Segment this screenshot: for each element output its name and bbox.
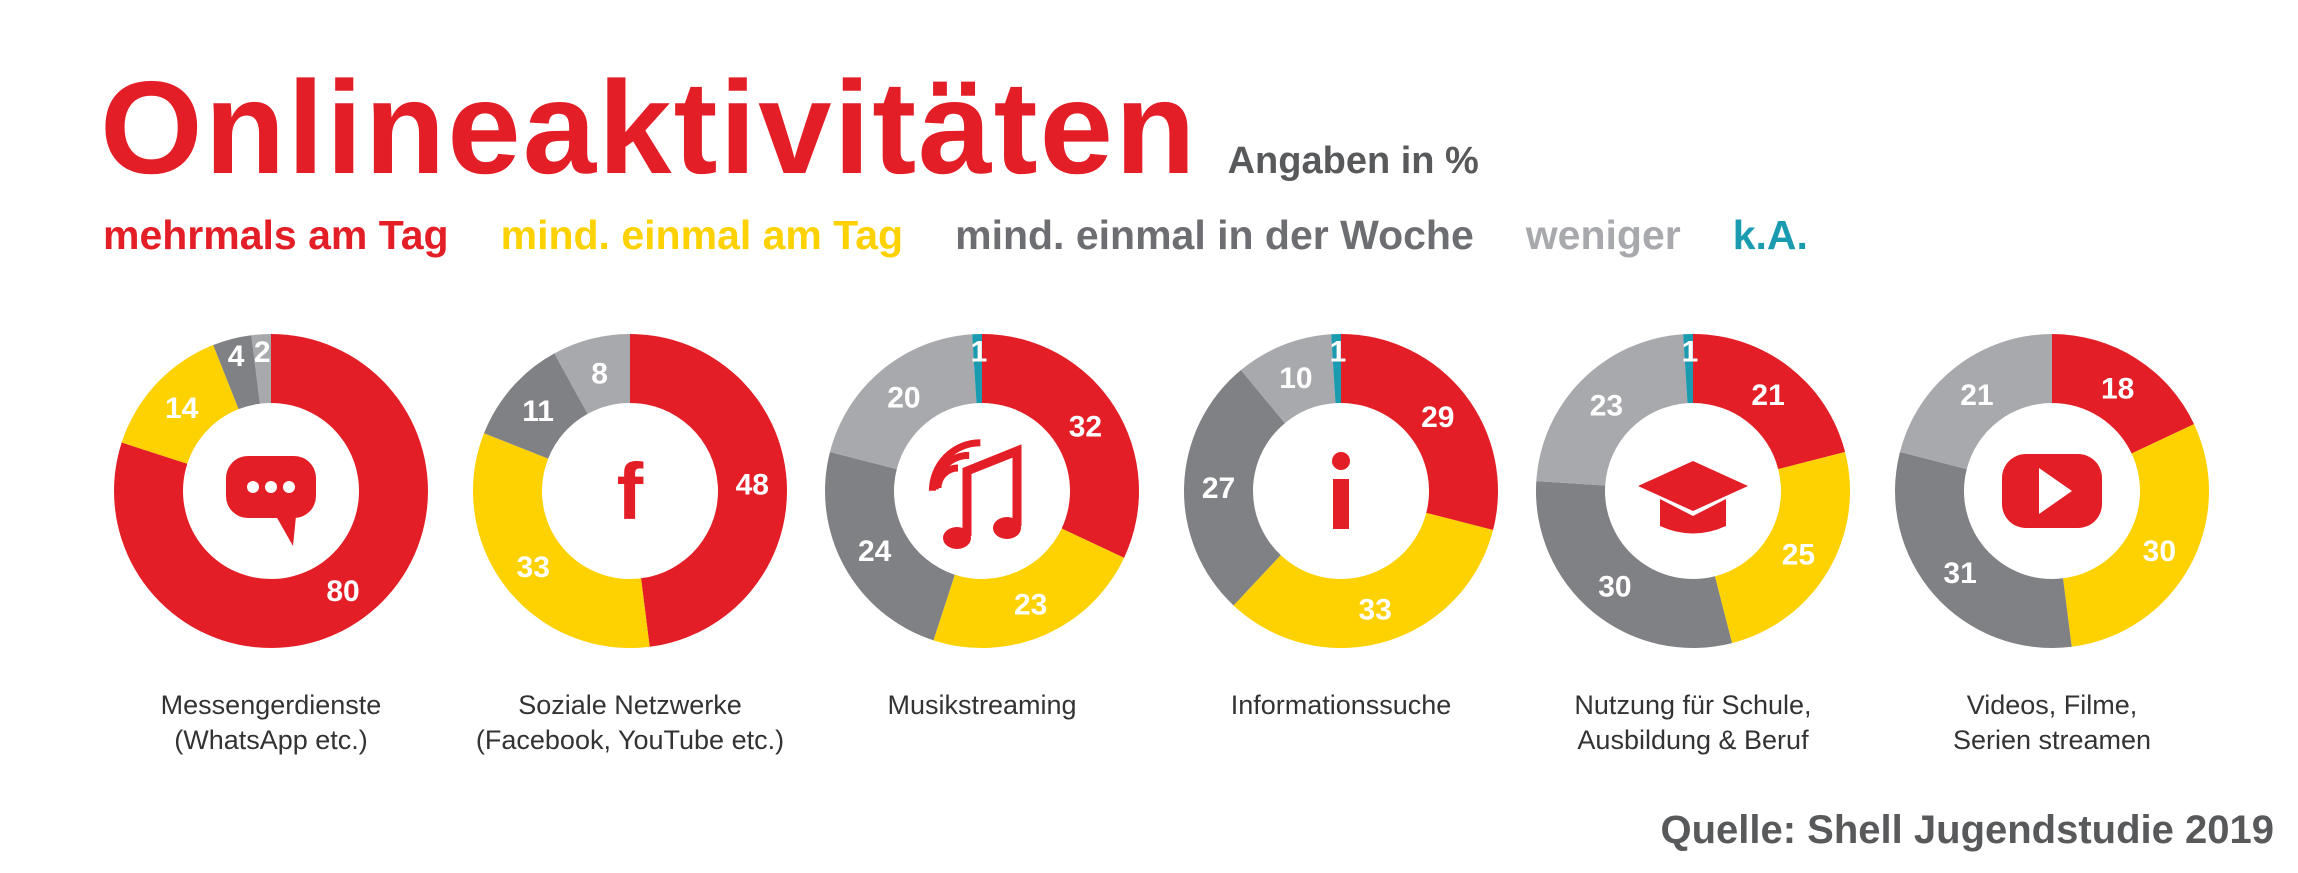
- donut-chart: 32 23 24 20 1: [825, 334, 1139, 648]
- data-label: 4: [228, 340, 245, 373]
- data-label: 1: [971, 336, 988, 369]
- donut-chart: 48 33 11 8 f: [472, 333, 788, 648]
- graduation-cap-icon: [1638, 461, 1748, 534]
- donut-segment: [933, 528, 1125, 648]
- music-note-icon: [928, 439, 1022, 549]
- category-label-line: Nutzung für Schule,: [1574, 690, 1812, 720]
- donut-segment: [484, 353, 588, 459]
- data-label: 33: [517, 551, 550, 584]
- donut-segment: [121, 345, 239, 464]
- unit-label: Angaben in %: [1227, 140, 1479, 182]
- data-label: 32: [1069, 410, 1102, 443]
- source-note: Quelle: Shell Jugendstudie 2019: [1660, 808, 2274, 852]
- donut-segment: [1683, 334, 1693, 404]
- data-label: 2: [254, 336, 271, 369]
- donut-segment: [1536, 481, 1733, 648]
- donut-segment: [472, 433, 650, 648]
- category-label-line: Ausbildung & Beruf: [1577, 725, 1809, 756]
- data-label: 14: [165, 392, 199, 425]
- donut-segment: [1184, 370, 1285, 606]
- data-label: 8: [591, 357, 608, 390]
- data-label: 21: [1751, 379, 1784, 412]
- donut-segment: [829, 334, 977, 470]
- category-label-line: Videos, Filme,: [1966, 690, 2138, 720]
- data-label: 20: [887, 382, 920, 415]
- data-label: 80: [326, 575, 359, 608]
- category-label: Nutzung für Schule, Ausbildung & Beruf: [1518, 688, 1868, 758]
- category-label: Musikstreaming: [807, 688, 1157, 723]
- donut-segment: [554, 334, 630, 414]
- category-label-line: (Facebook, YouTube etc.): [475, 725, 785, 756]
- data-label: 30: [1598, 570, 1631, 603]
- category-label: Videos, Filme, Serien streamen: [1877, 688, 2227, 758]
- data-label: 21: [1960, 379, 1993, 412]
- category-label-line: Soziale Netzwerke: [518, 690, 742, 720]
- data-label: 11: [522, 395, 554, 428]
- data-label: 30: [2143, 535, 2176, 568]
- legend-item-einmal-tag: mind. einmal am Tag: [500, 212, 904, 258]
- data-label: 1: [1330, 336, 1347, 369]
- data-label: 29: [1421, 401, 1454, 434]
- legend-item-ka: k.A.: [1732, 212, 1808, 258]
- header: Onlineaktivitäten Angaben in %: [100, 62, 1479, 194]
- category-label: Informationssuche: [1166, 688, 1516, 723]
- data-label: 10: [1279, 362, 1312, 395]
- donut-segment: [1331, 334, 1341, 404]
- data-label: 23: [1014, 588, 1047, 621]
- data-label: 48: [736, 468, 769, 501]
- category-label: Soziale Netzwerke (Facebook, YouTube etc.…: [455, 688, 805, 758]
- category-label: Messengerdienste (WhatsApp etc.): [96, 688, 446, 758]
- data-label: 18: [2101, 373, 2134, 406]
- donut-segment: [1895, 451, 2072, 648]
- donut-segment: [1341, 334, 1498, 531]
- donut-segment: [1899, 334, 2052, 470]
- donut-segment: [825, 451, 955, 641]
- legend-item-mehrmals: mehrmals am Tag: [103, 212, 449, 258]
- donut-segment: [972, 334, 982, 404]
- donut-segment: [2063, 424, 2209, 647]
- legend: mehrmals am Tag mind. einmal am Tag mind…: [103, 212, 1808, 259]
- category-label-line: (WhatsApp etc.): [174, 725, 368, 756]
- donut-chart: 21 25 30 23 1: [1536, 334, 1850, 648]
- donut-segment: [213, 335, 260, 410]
- donut-segment: [1693, 334, 1846, 470]
- legend-item-woche: mind. einmal in der Woche: [955, 212, 1474, 258]
- category-label-line: Messengerdienste: [160, 690, 382, 720]
- donut-segment: [982, 334, 1139, 558]
- info-icon: [1332, 452, 1350, 529]
- donut-segment: [630, 333, 788, 647]
- svg-text:f: f: [617, 447, 644, 536]
- donut-segment: [113, 334, 428, 648]
- data-label: 24: [858, 535, 892, 568]
- data-label: 31: [1943, 557, 1976, 590]
- data-label: 23: [1590, 389, 1623, 422]
- donut-segment: [1714, 451, 1850, 644]
- chat-bubble-icon: [226, 456, 316, 546]
- category-label-line: Informationssuche: [1230, 690, 1452, 720]
- donut-segment: [1233, 512, 1494, 648]
- donut-chart: 18 30 31 21: [1895, 334, 2209, 648]
- data-label: 33: [1358, 594, 1391, 627]
- donut-segment: [1240, 334, 1336, 424]
- data-label: 27: [1202, 472, 1235, 505]
- chart-title: Onlineaktivitäten: [100, 54, 1198, 201]
- category-label-line: Musikstreaming: [887, 690, 1077, 720]
- category-label-line: Serien streamen: [1952, 725, 2152, 756]
- play-button-icon: [2002, 454, 2102, 528]
- donut-segment: [251, 334, 271, 404]
- legend-item-weniger: weniger: [1525, 212, 1681, 258]
- donut-chart: 29 33 27 10 1: [1184, 334, 1498, 648]
- donut-segment: [1536, 334, 1688, 486]
- facebook-icon: f: [617, 447, 644, 536]
- data-label: 25: [1782, 538, 1815, 571]
- donut-chart: 80 14 4 2: [113, 334, 428, 648]
- data-label: 1: [1682, 336, 1699, 369]
- donut-segment: [2052, 334, 2195, 454]
